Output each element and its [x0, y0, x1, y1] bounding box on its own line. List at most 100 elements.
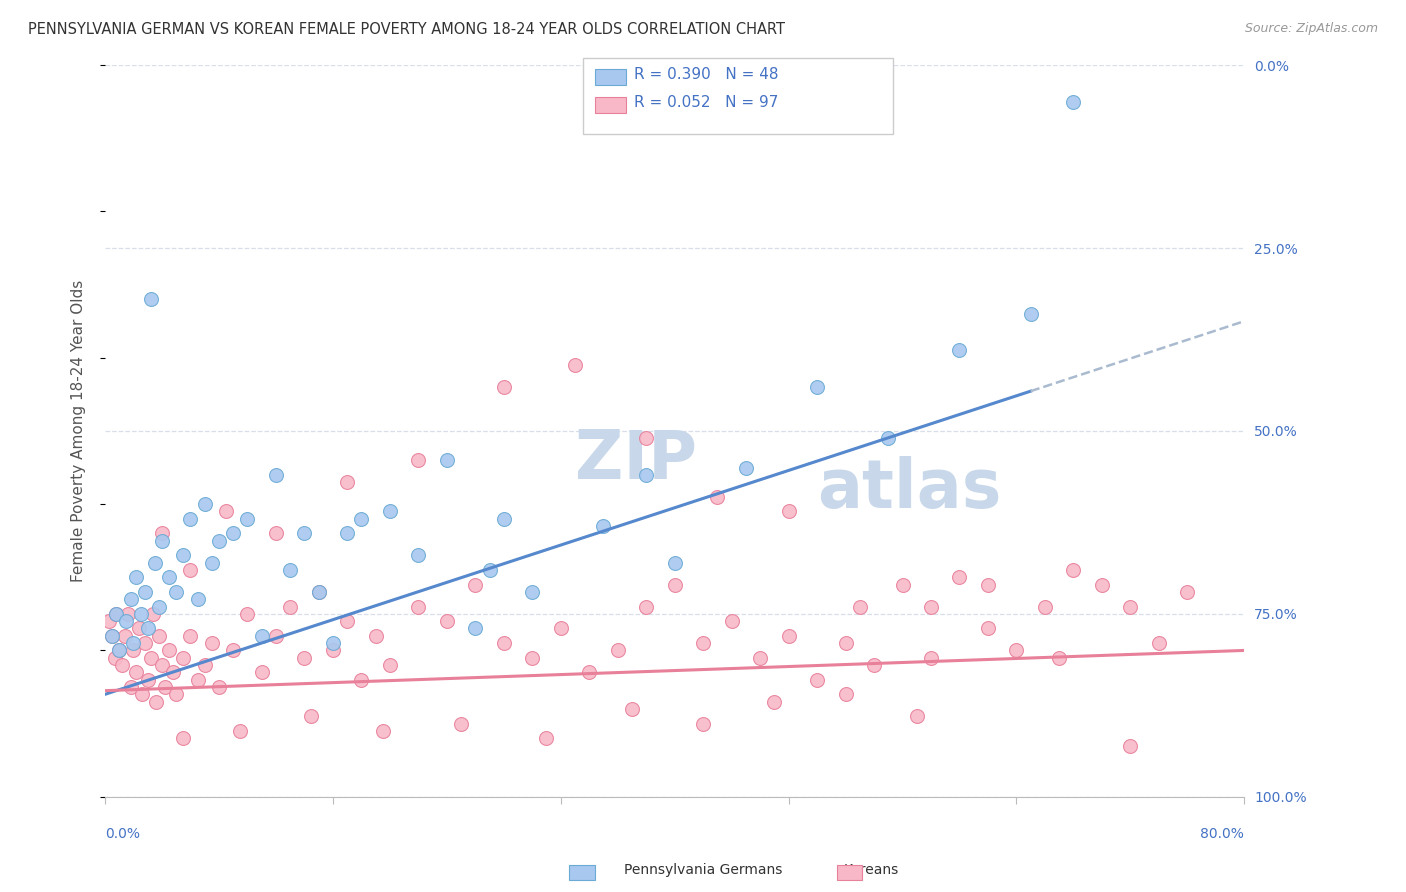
Point [863, 658, 886, 673]
Point [636, 599, 658, 614]
Point [1147, 636, 1170, 650]
Point [145, 695, 167, 709]
Point [150, 658, 173, 673]
Point [201, 636, 224, 650]
Point [98, 614, 121, 628]
Point [139, 292, 162, 306]
Point [104, 650, 127, 665]
Point [1033, 599, 1056, 614]
Point [157, 643, 180, 657]
Point [905, 709, 928, 723]
Point [664, 577, 686, 591]
Point [128, 622, 150, 636]
Point [977, 577, 1000, 591]
Point [492, 636, 515, 650]
Point [550, 622, 572, 636]
Point [148, 629, 170, 643]
Point [450, 716, 472, 731]
Point [153, 680, 176, 694]
Point [749, 650, 772, 665]
Point [436, 453, 458, 467]
Point [165, 585, 187, 599]
Point [408, 549, 430, 563]
Point [148, 599, 170, 614]
Point [778, 504, 800, 518]
Point [208, 533, 231, 548]
Point [734, 460, 756, 475]
Point [179, 629, 201, 643]
Point [278, 563, 301, 577]
Point [250, 665, 273, 680]
Point [122, 643, 145, 657]
Point [150, 526, 173, 541]
Point [264, 629, 287, 643]
Point [478, 563, 501, 577]
Point [108, 643, 131, 657]
Point [114, 629, 136, 643]
Point [492, 380, 515, 394]
Point [706, 490, 728, 504]
Point [162, 665, 184, 680]
Point [371, 723, 394, 738]
Point [522, 650, 544, 665]
Point [172, 549, 194, 563]
Text: atlas: atlas [817, 457, 1001, 523]
Point [920, 599, 942, 614]
Point [105, 607, 128, 621]
Point [129, 607, 152, 621]
Point [408, 453, 430, 467]
Point [301, 709, 323, 723]
Point [977, 622, 1000, 636]
Point [806, 380, 828, 394]
Point [364, 629, 387, 643]
Point [1119, 739, 1142, 753]
Point [578, 665, 600, 680]
Point [891, 577, 914, 591]
Y-axis label: Female Poverty Among 18-24 Year Olds: Female Poverty Among 18-24 Year Olds [72, 280, 86, 582]
Point [308, 585, 330, 599]
Point [111, 658, 134, 673]
Point [172, 731, 194, 746]
Text: Koreans: Koreans [844, 863, 900, 877]
Point [120, 592, 142, 607]
Point [122, 636, 145, 650]
Point [1062, 95, 1084, 109]
Point [692, 636, 714, 650]
Point [536, 731, 558, 746]
Point [264, 467, 287, 482]
Point [378, 504, 401, 518]
Point [136, 673, 159, 687]
Point [278, 599, 301, 614]
Point [350, 512, 373, 526]
Point [522, 585, 544, 599]
Point [115, 614, 138, 628]
Point [194, 497, 217, 511]
Point [236, 512, 259, 526]
Point [150, 533, 173, 548]
Point [179, 512, 201, 526]
Point [101, 629, 124, 643]
Point [636, 431, 658, 445]
Point [336, 475, 359, 490]
Point [250, 629, 273, 643]
Point [592, 519, 614, 533]
Point [806, 673, 828, 687]
Point [187, 673, 209, 687]
Point [142, 607, 165, 621]
Point [692, 716, 714, 731]
Point [134, 636, 156, 650]
Point [208, 680, 231, 694]
Point [229, 723, 252, 738]
Point [350, 673, 373, 687]
Point [834, 636, 856, 650]
Point [849, 599, 872, 614]
Point [117, 607, 139, 621]
Point [464, 577, 486, 591]
Point [834, 687, 856, 701]
Point [108, 643, 131, 657]
Point [125, 570, 148, 584]
Point [322, 636, 344, 650]
Point [292, 526, 315, 541]
Point [948, 343, 970, 358]
Point [336, 614, 359, 628]
